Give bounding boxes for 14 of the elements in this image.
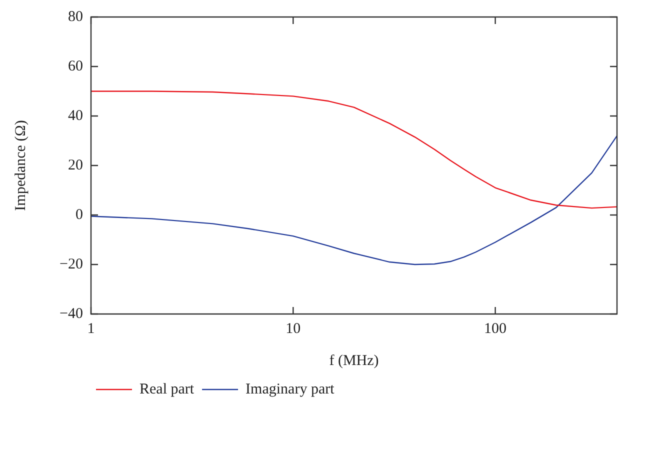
y-axis-title: Impedance (Ω) [12, 120, 29, 211]
y-tick-label: −40 [60, 306, 83, 322]
x-tick-label: 10 [286, 320, 301, 337]
y-tick-label: 40 [68, 108, 83, 124]
y-tick-label: 80 [68, 8, 83, 25]
y-tick-label: 0 [76, 206, 83, 223]
legend-label: Real part [140, 381, 195, 398]
x-tick-label: 1 [87, 320, 95, 337]
y-tick-label: 60 [68, 58, 83, 74]
y-tick-label: −20 [60, 256, 83, 272]
x-axis-title: f (MHz) [329, 352, 379, 369]
legend-label: Imaginary part [246, 381, 336, 398]
y-tick-label: 20 [68, 157, 83, 174]
x-tick-label: 100 [484, 320, 507, 337]
